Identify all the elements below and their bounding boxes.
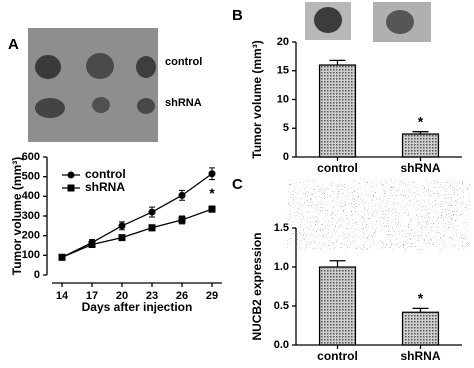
y-tick-label: 0 (283, 151, 289, 163)
error-bar (329, 59, 346, 65)
x-tick-label: 26 (176, 290, 188, 302)
error-bar (329, 260, 346, 267)
y-tick-label: 100 (22, 249, 40, 261)
legend-label: shRNA (85, 180, 125, 194)
y-tick-label: 5 (283, 122, 289, 134)
panel-letter: B (232, 7, 243, 24)
y-axis-label: Tumor volume (mm³) (10, 157, 24, 275)
y-tick-label: 0.5 (274, 300, 289, 312)
marker (178, 216, 186, 224)
image-label: shRNA (165, 97, 202, 109)
marker (118, 234, 126, 242)
y-axis-label: NUCB2 expression (250, 232, 264, 340)
bar-hatch (320, 268, 355, 344)
y-tick-label: 0.0 (274, 339, 289, 351)
annotation: * (418, 290, 424, 306)
marker (208, 205, 216, 213)
y-tick-label: 15 (277, 65, 289, 77)
bar-hatch (403, 135, 438, 156)
x-tick-label: 20 (116, 290, 128, 302)
x-tick-label: 29 (206, 290, 218, 302)
bar-hatch (403, 313, 438, 344)
y-tick-label: 10 (277, 93, 289, 105)
error-bar (412, 131, 429, 134)
x-axis-label: Days after injection (82, 300, 193, 314)
y-tick-label: 200 (22, 230, 40, 242)
bar-hatch (320, 66, 355, 156)
y-tick-label: 600 (22, 151, 40, 163)
annotation: * (209, 185, 215, 201)
tumor-photo (305, 2, 431, 42)
marker (208, 170, 216, 178)
legend-label: control (85, 167, 126, 181)
marker (67, 171, 75, 179)
y-tick-label: 1.5 (274, 222, 289, 234)
series-line (61, 173, 213, 258)
x-tick-label: shRNA (400, 349, 440, 363)
y-tick-label: 500 (22, 171, 40, 183)
y-tick-label: 300 (22, 210, 40, 222)
marker (178, 191, 186, 199)
annotation: * (418, 113, 424, 129)
x-tick-label: control (317, 161, 358, 175)
y-axis-label: Tumor volume (mm³) (250, 40, 264, 158)
image-label: control (165, 56, 202, 68)
marker (148, 208, 156, 216)
y-tick-label: 1.0 (274, 261, 289, 273)
y-tick-label: 20 (277, 36, 289, 48)
marker (118, 222, 126, 230)
marker (67, 184, 75, 192)
y-tick-label: 400 (22, 190, 40, 202)
panel-letter: A (8, 36, 19, 53)
ihc-image (287, 180, 470, 250)
x-tick-label: 17 (86, 290, 98, 302)
marker (88, 241, 96, 249)
error-bar (412, 307, 429, 313)
marker (148, 224, 156, 232)
series-line (61, 208, 213, 258)
marker (58, 253, 66, 261)
tumor-photo (28, 28, 158, 142)
x-tick-label: 23 (146, 290, 158, 302)
x-tick-label: control (317, 349, 358, 363)
x-tick-label: shRNA (400, 161, 440, 175)
x-tick-label: 14 (56, 290, 69, 302)
y-tick-label: 0 (34, 269, 40, 281)
panel-letter: C (232, 176, 243, 193)
